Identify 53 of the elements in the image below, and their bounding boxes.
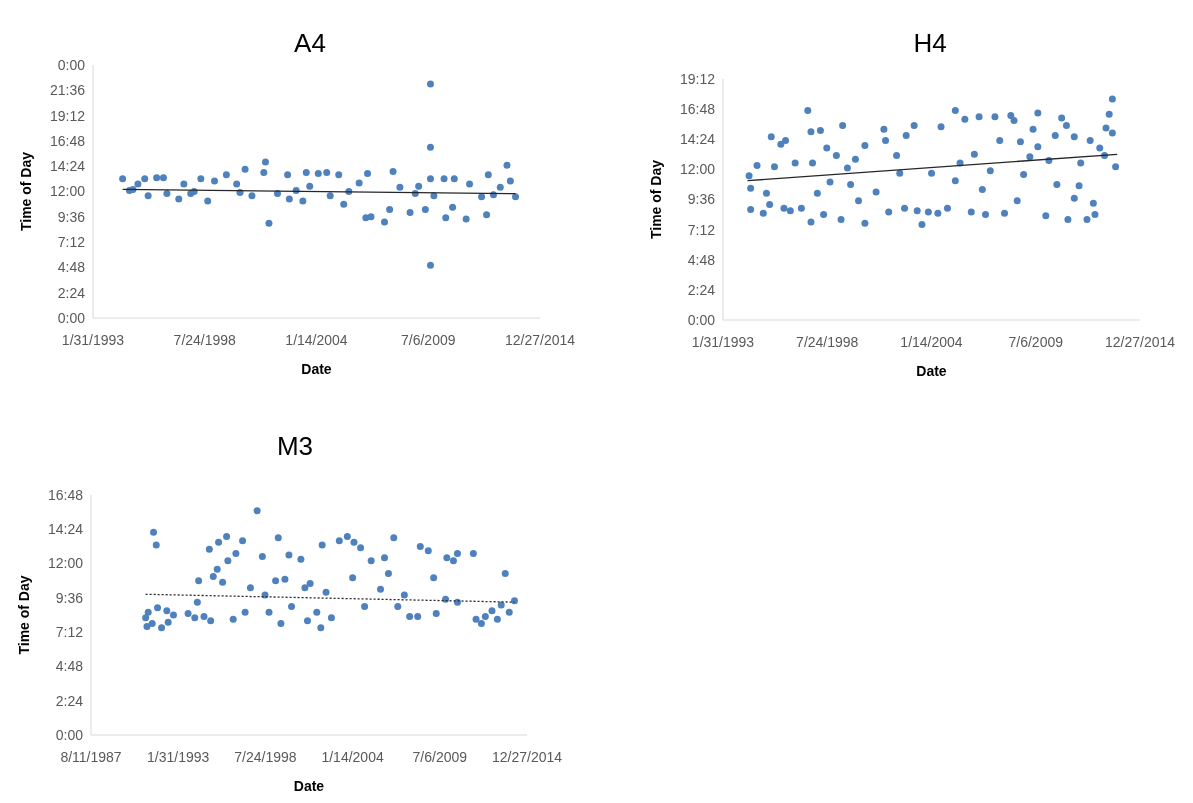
x-tick-label: 7/6/2009 — [1008, 334, 1064, 350]
x-axis-title: Date — [916, 363, 947, 379]
y-tick-label: 4:48 — [687, 251, 716, 268]
y-tick-label: 0:00 — [55, 726, 84, 743]
x-tick-label: 1/14/2004 — [900, 334, 963, 350]
x-tick-label: 12/27/2014 — [491, 749, 563, 765]
y-tick-label: 12:00 — [47, 555, 84, 572]
x-tick-label: 1/31/1993 — [691, 334, 755, 350]
x-axis-title: Date — [301, 361, 332, 377]
y-tick-label: 12:00 — [679, 161, 716, 178]
x-tick-label: 7/6/2009 — [412, 749, 468, 765]
y-tick-label: 2:24 — [57, 284, 86, 301]
x-axis-title: Date — [293, 778, 325, 794]
y-tick-label: 0:00 — [57, 56, 86, 73]
x-tick-label: 1/14/2004 — [321, 749, 384, 765]
y-tick-label: 9:36 — [55, 589, 84, 606]
y-tick-label: 12:00 — [49, 183, 86, 200]
y-tick-label: 14:24 — [679, 131, 716, 148]
x-tick-label: 1/31/1993 — [61, 332, 125, 348]
y-axis-title: Time of Day — [18, 151, 34, 232]
y-tick-label: 19:12 — [49, 107, 86, 124]
y-tick-label: 21:36 — [49, 82, 86, 99]
chart-title: M3 — [276, 431, 314, 461]
y-tick-label: 7:12 — [55, 624, 84, 641]
y-tick-label: 4:48 — [57, 259, 86, 276]
y-tick-label: 16:48 — [679, 101, 716, 118]
x-tick-label: 7/24/1998 — [173, 332, 237, 348]
x-tick-label: 7/24/1998 — [796, 334, 859, 350]
y-tick-label: 14:24 — [49, 158, 86, 175]
y-tick-label: 0:00 — [57, 309, 86, 326]
y-tick-label: 0:00 — [687, 311, 716, 328]
y-axis-title: Time of Day — [648, 159, 664, 240]
chart-title: H4 — [913, 28, 947, 58]
x-tick-label: 1/31/1993 — [147, 749, 210, 765]
y-tick-label: 7:12 — [57, 234, 86, 250]
x-tick-label: 12/27/2014 — [1104, 334, 1176, 350]
y-tick-label: 4:48 — [55, 658, 84, 675]
y-tick-label: 9:36 — [57, 208, 86, 225]
y-tick-label: 16:48 — [49, 132, 86, 149]
x-tick-label: 1/14/2004 — [285, 332, 348, 348]
chart-title: A4 — [294, 28, 326, 58]
y-tick-label: 19:12 — [679, 70, 716, 87]
y-tick-label: 14:24 — [47, 521, 84, 538]
y-tick-label: 7:12 — [687, 221, 716, 238]
x-tick-label: 7/6/2009 — [401, 332, 456, 348]
y-tick-label: 9:36 — [687, 191, 716, 208]
y-tick-label: 16:48 — [47, 486, 84, 503]
x-tick-label: 7/24/1998 — [234, 749, 297, 765]
x-tick-label: 12/27/2014 — [504, 332, 576, 348]
y-tick-label: 2:24 — [55, 692, 84, 709]
y-axis-title: Time of Day — [16, 575, 32, 655]
y-tick-label: 2:24 — [687, 281, 716, 298]
x-tick-label: 8/11/1987 — [60, 749, 122, 765]
